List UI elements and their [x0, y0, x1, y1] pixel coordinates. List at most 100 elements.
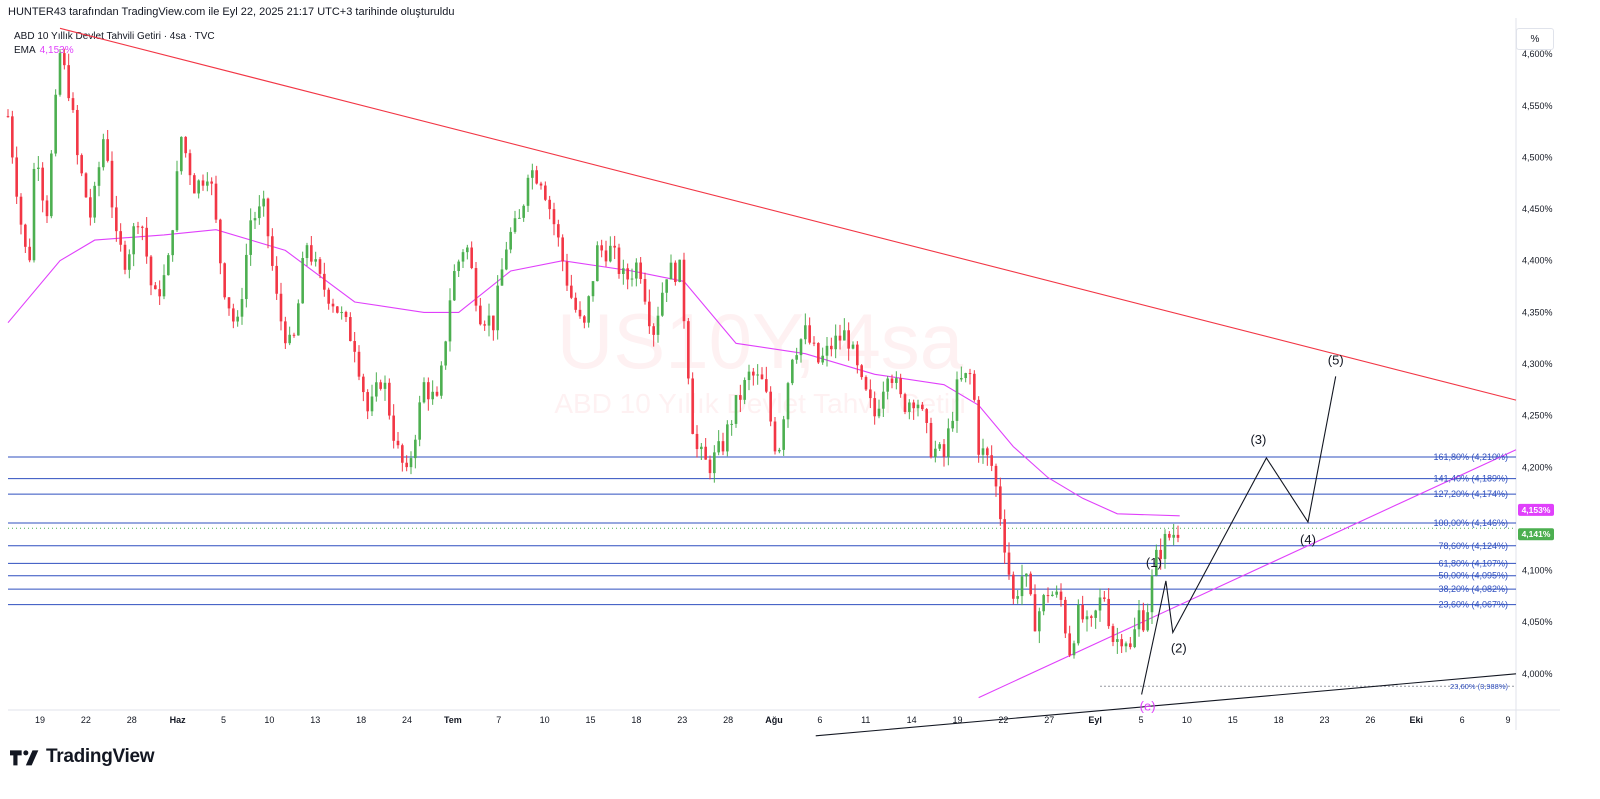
tradingview-brand[interactable]: TradingView [10, 746, 155, 768]
candle-body [1029, 573, 1032, 595]
candle-body [765, 379, 768, 392]
candle-body [188, 153, 192, 176]
candle-body [821, 355, 824, 363]
candle-body [643, 279, 647, 302]
candle-body [58, 53, 62, 95]
candle-body [1020, 576, 1024, 597]
candle-body [747, 371, 751, 381]
candle-body [1124, 643, 1128, 647]
candle-body [6, 116, 10, 118]
candle-body [929, 422, 933, 458]
candle-body [175, 171, 179, 231]
candle-body [817, 343, 820, 363]
candle-body [71, 98, 75, 110]
candle-body [687, 321, 690, 379]
price-chart[interactable]: US10Y, 4sa ABD 10 Yıllık Devlet Tahvili … [0, 0, 1600, 740]
candle-body [531, 170, 534, 178]
candle-body [492, 315, 495, 331]
candles [6, 48, 1180, 659]
candle-body [284, 321, 287, 344]
wave-path [1141, 376, 1337, 695]
fib-level-label: 38,20% (4,082%) [1438, 584, 1508, 594]
candle-body [986, 448, 989, 456]
candle-body [444, 341, 447, 366]
time-tick-label: 15 [1228, 715, 1238, 725]
candle-body [604, 250, 608, 262]
time-tick-label: Ağu [765, 715, 783, 725]
candle-body [318, 259, 322, 274]
time-tick-label: 6 [817, 715, 822, 725]
candle-body [119, 231, 122, 245]
candle-body [206, 181, 209, 186]
candle-body [115, 207, 118, 232]
candle-body [518, 217, 521, 219]
candle-body [110, 160, 114, 208]
candle-body [596, 245, 599, 282]
candle-body [925, 409, 928, 423]
candle-body [942, 444, 946, 457]
candle-body [266, 198, 270, 237]
candle-body [128, 254, 131, 270]
candle-body [561, 237, 564, 262]
candle-body [154, 285, 157, 290]
candle-body [1085, 616, 1089, 620]
candle-body [388, 382, 391, 416]
candle-body [370, 396, 374, 412]
candle-body [730, 423, 733, 425]
candle-body [825, 345, 829, 356]
candle-body [973, 373, 976, 400]
candle-body [830, 345, 833, 350]
candle-body [539, 183, 543, 186]
candle-body [50, 153, 53, 217]
ema-legend-row[interactable]: EMA 4,153% [14, 44, 215, 58]
candle-body [89, 197, 92, 218]
candle-body [795, 355, 798, 360]
grid [8, 18, 1560, 730]
candle-body [236, 316, 239, 322]
wave-label: (4) [1300, 532, 1316, 547]
candle-body [583, 316, 586, 323]
candle-body [448, 300, 452, 342]
candle-body [1133, 629, 1136, 648]
candle-body [470, 247, 473, 269]
candle-body [934, 448, 937, 458]
candle-body [882, 391, 885, 409]
time-tick-label: 13 [310, 715, 320, 725]
time-tick-label: 19 [35, 715, 45, 725]
candle-body [253, 218, 257, 221]
candle-body [180, 136, 183, 172]
fib-level-label: 161,80% (4,210%) [1433, 452, 1508, 462]
candle-body [921, 404, 924, 410]
candle-body [778, 449, 781, 452]
candle-body [661, 292, 664, 316]
time-tick-label: 23 [1319, 715, 1329, 725]
candle-body [999, 486, 1002, 520]
time-axis[interactable]: 19 22 28 Haz 5 10 13 18 24 Tem 7 10 15 18 23 28 Ağu 6 11 14… [35, 715, 1511, 725]
candle-body [76, 109, 79, 156]
time-tick-label: Haz [170, 715, 187, 725]
candle-body [349, 317, 352, 342]
fib-level-label: 23,60% (3,988%) [1450, 682, 1508, 691]
candle-body [812, 342, 816, 344]
candle-body [968, 373, 972, 375]
fib-level-label: 61,80% (4,107%) [1438, 558, 1508, 568]
candle-body [695, 433, 699, 450]
candle-body [453, 271, 456, 301]
candle-body [1146, 612, 1149, 631]
price-badge-label: 4,141% [1522, 529, 1551, 539]
candle-body [28, 246, 31, 261]
candle-body [305, 245, 309, 259]
candle-body [1129, 643, 1132, 648]
candle-body [379, 382, 382, 389]
time-tick-label: 18 [631, 715, 641, 725]
candle-body [41, 167, 44, 201]
candle-body [80, 155, 83, 174]
candle-body [275, 265, 278, 294]
candle-body [201, 180, 205, 186]
candle-body [739, 395, 742, 400]
candle-body [734, 395, 738, 424]
candle-body [431, 391, 434, 400]
time-tick-label: Tem [444, 715, 462, 725]
symbol-title[interactable]: ABD 10 Yıllık Devlet Tahvili Getiri · 4s… [14, 31, 215, 42]
price-axis[interactable]: 4,600% 4,550% 4,500% 4,450% 4,400% 4,350% 4,30… [1522, 49, 1553, 679]
